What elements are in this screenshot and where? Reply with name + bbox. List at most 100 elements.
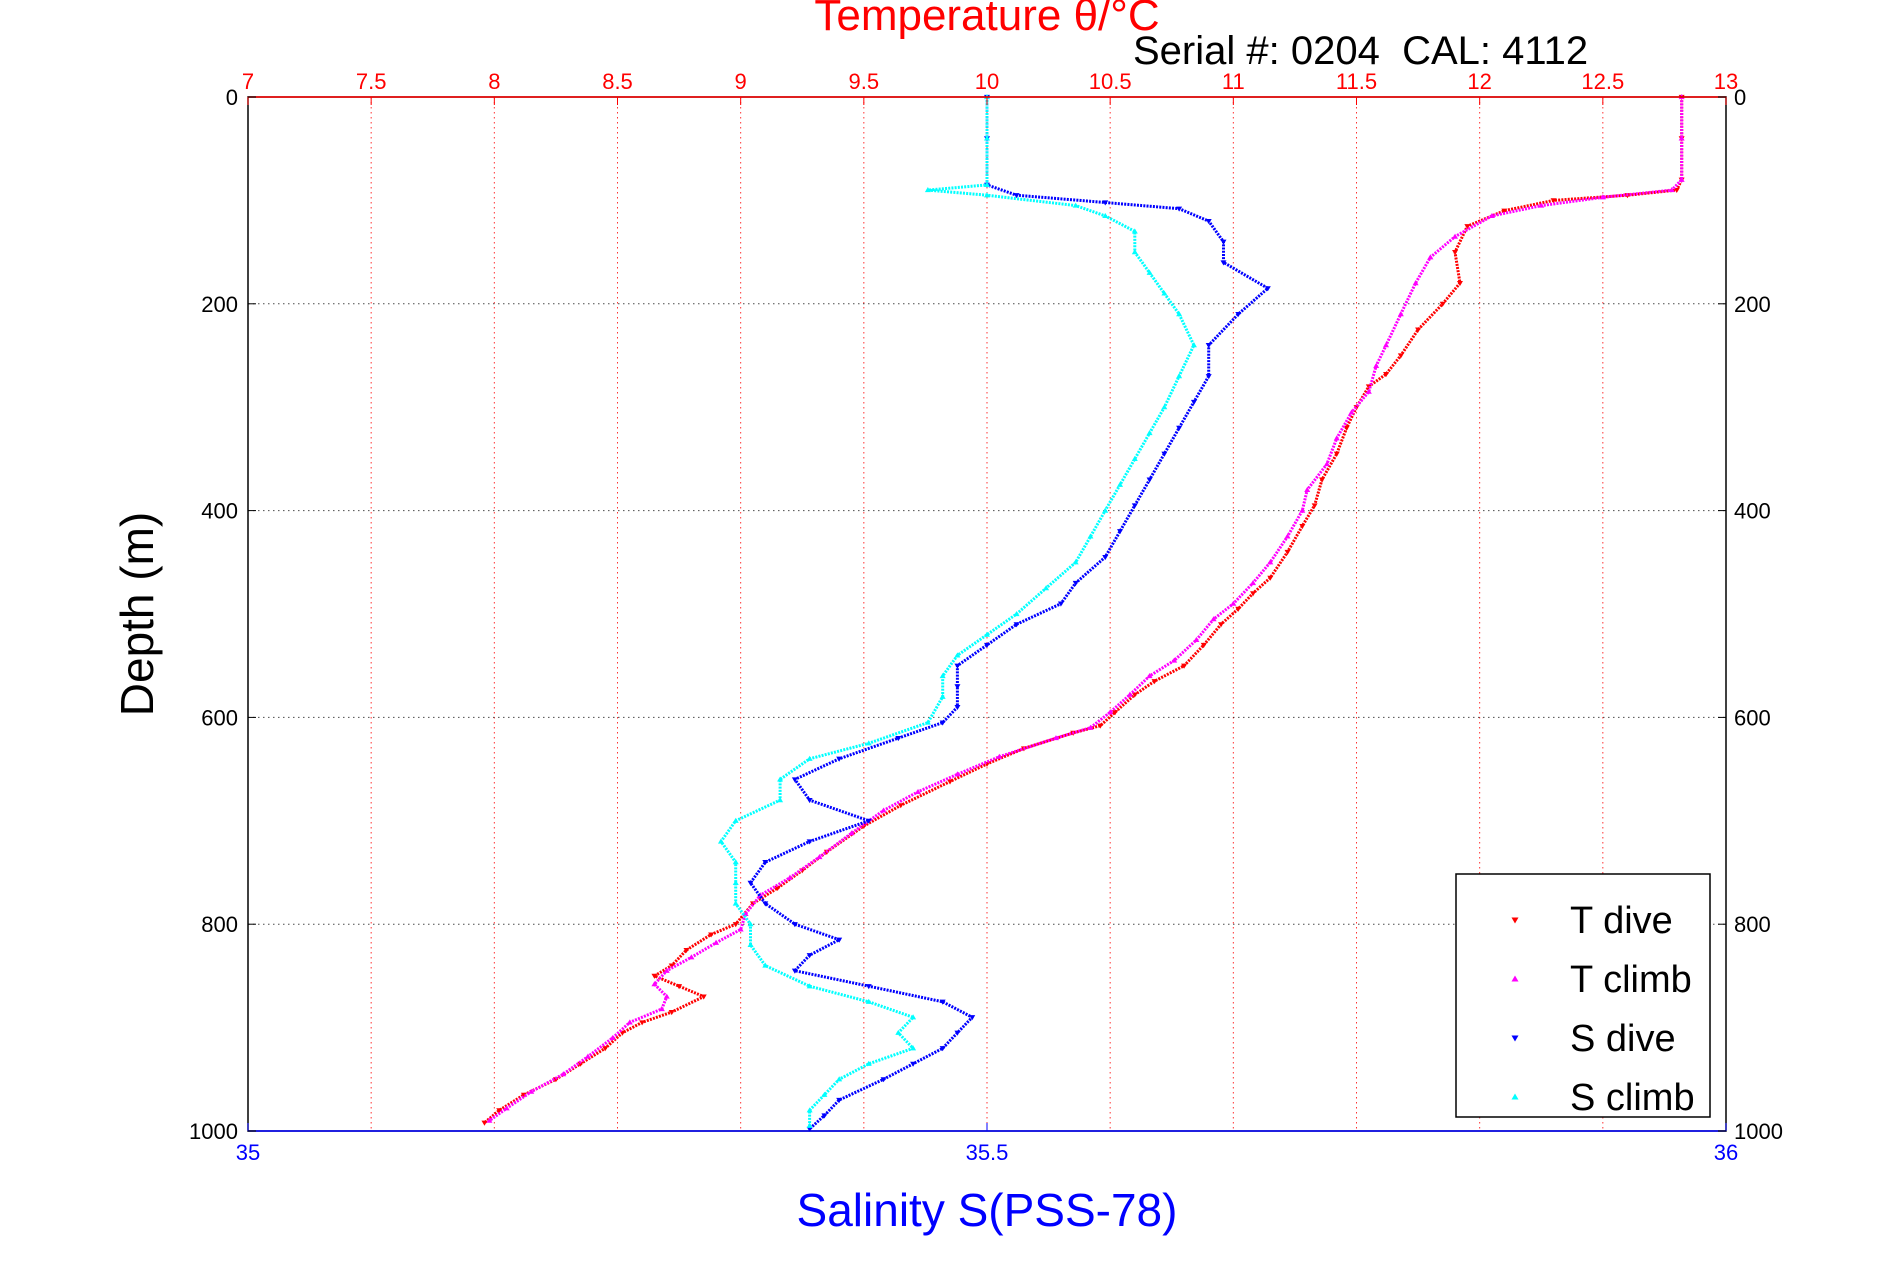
data-point-s-dive [865, 818, 872, 824]
series-t-climb [486, 94, 1685, 1123]
temperature-tick-label: 9.5 [849, 69, 880, 94]
data-point-t-climb [688, 954, 695, 960]
data-point-t-climb [503, 1105, 510, 1111]
salinity-tick-label: 36 [1714, 1140, 1738, 1165]
data-point-s-climb [984, 181, 990, 187]
data-point-t-dive [1319, 477, 1326, 483]
data-point-s-dive [762, 901, 769, 907]
data-point-s-dive [1205, 374, 1212, 380]
data-point-s-dive [1264, 286, 1271, 292]
data-point-t-dive [676, 984, 683, 990]
data-point-t-dive [1131, 692, 1138, 698]
data-point-s-dive [910, 1061, 917, 1067]
data-point-s-climb [806, 983, 813, 989]
data-point-s-climb [1161, 290, 1168, 296]
data-point-s-climb [1102, 507, 1109, 513]
data-point-t-dive [577, 1061, 584, 1067]
data-point-s-climb [1131, 228, 1138, 234]
data-point-t-climb [609, 1034, 616, 1041]
data-point-t-climb [560, 1071, 567, 1077]
temperature-tick-label: 11.5 [1336, 69, 1377, 94]
data-point-t-climb [1383, 342, 1390, 348]
temperature-tick-label: 7 [242, 69, 254, 94]
chart-title: Temperature θ/°C [814, 0, 1159, 40]
data-point-t-dive [732, 922, 739, 928]
series-trace-s-climb [719, 97, 1196, 1126]
data-point-s-dive [1117, 529, 1124, 535]
temperature-tick-label: 11 [1222, 69, 1245, 94]
data-point-t-climb [786, 874, 793, 880]
data-point-s-dive [1102, 555, 1109, 561]
data-point-s-climb [777, 776, 784, 782]
data-point-s-dive [1235, 312, 1242, 318]
data-point-s-climb [1190, 342, 1197, 348]
temperature-tick-label: 8.5 [602, 69, 633, 94]
data-point-s-climb [1072, 559, 1079, 565]
data-point-t-dive [1452, 250, 1459, 256]
depth-tick-label-left: 400 [201, 499, 238, 524]
data-point-s-climb [1176, 311, 1183, 317]
salinity-tick-label: 35 [236, 1140, 260, 1165]
data-point-t-climb [1452, 233, 1459, 239]
data-point-s-climb [1087, 533, 1094, 539]
depth-tick-label-left: 600 [201, 705, 238, 730]
data-point-s-climb [924, 187, 931, 193]
data-point-t-dive [1267, 575, 1274, 581]
data-point-s-climb [954, 652, 961, 658]
data-point-t-climb [737, 926, 744, 932]
data-point-s-dive [1205, 218, 1212, 225]
data-point-t-climb [1373, 362, 1380, 368]
data-point-s-climb [865, 740, 872, 746]
data-point-t-climb [1668, 187, 1675, 193]
temperature-tick-label: 12.5 [1581, 69, 1624, 94]
data-point-s-climb [939, 693, 946, 699]
data-point-t-climb [1599, 194, 1606, 200]
data-point-t-climb [1284, 533, 1291, 539]
data-point-s-climb [747, 941, 754, 947]
data-point-t-dive [1456, 281, 1463, 287]
data-point-s-climb [1131, 249, 1138, 255]
data-point-t-dive [1218, 622, 1225, 628]
data-point-t-dive [897, 803, 904, 809]
depth-tick-label-right: 200 [1734, 292, 1771, 317]
temperature-tick-label: 8 [488, 69, 500, 94]
series-trace-t-dive [483, 97, 1684, 1124]
data-point-s-climb [1013, 611, 1020, 617]
data-point-t-climb [1146, 673, 1153, 679]
depth-tick-label-right: 1000 [1734, 1119, 1783, 1144]
data-point-t-climb [742, 910, 749, 916]
legend-marker-s-dive [1511, 1035, 1519, 1042]
data-point-s-dive [880, 1077, 887, 1083]
temperature-tick-label: 12 [1467, 69, 1491, 94]
tick-labels: 7 7.5 8 8.5 9 9.5 10 10.5 11 11.5 12 12.5 13 35 35.5 36… [189, 69, 1783, 1165]
data-point-t-dive [1250, 591, 1257, 597]
data-point-t-climb [1365, 388, 1372, 394]
data-point-t-climb [1193, 636, 1200, 642]
data-point-t-climb [1323, 461, 1330, 467]
data-point-t-dive [1112, 710, 1119, 716]
data-point-t-dive [700, 994, 707, 1000]
data-point-s-dive [1220, 260, 1227, 266]
data-point-t-dive [1299, 524, 1306, 530]
data-point-s-dive [821, 1113, 828, 1119]
data-point-t-dive [683, 947, 690, 954]
data-point-t-dive [668, 1009, 675, 1016]
data-point-s-climb [732, 817, 739, 823]
data-point-t-dive [1464, 224, 1471, 230]
data-point-s-climb [1161, 404, 1168, 410]
data-point-t-climb [1678, 135, 1685, 141]
data-point-s-climb [732, 859, 739, 865]
data-point-t-dive [1343, 425, 1350, 431]
data-point-t-climb [1171, 657, 1178, 663]
data-point-t-climb [486, 1117, 493, 1123]
data-point-s-climb [895, 1029, 902, 1035]
data-point-t-climb [816, 853, 823, 860]
data-point-t-climb [713, 939, 720, 945]
data-point-t-dive [1673, 187, 1680, 194]
legend-marker-t-dive [1511, 917, 1519, 924]
data-point-s-dive [791, 968, 798, 974]
data-point-s-climb [939, 673, 946, 679]
data-point-s-dive [806, 839, 813, 845]
legend-box [1455, 873, 1711, 1118]
data-point-t-climb [626, 1019, 633, 1025]
